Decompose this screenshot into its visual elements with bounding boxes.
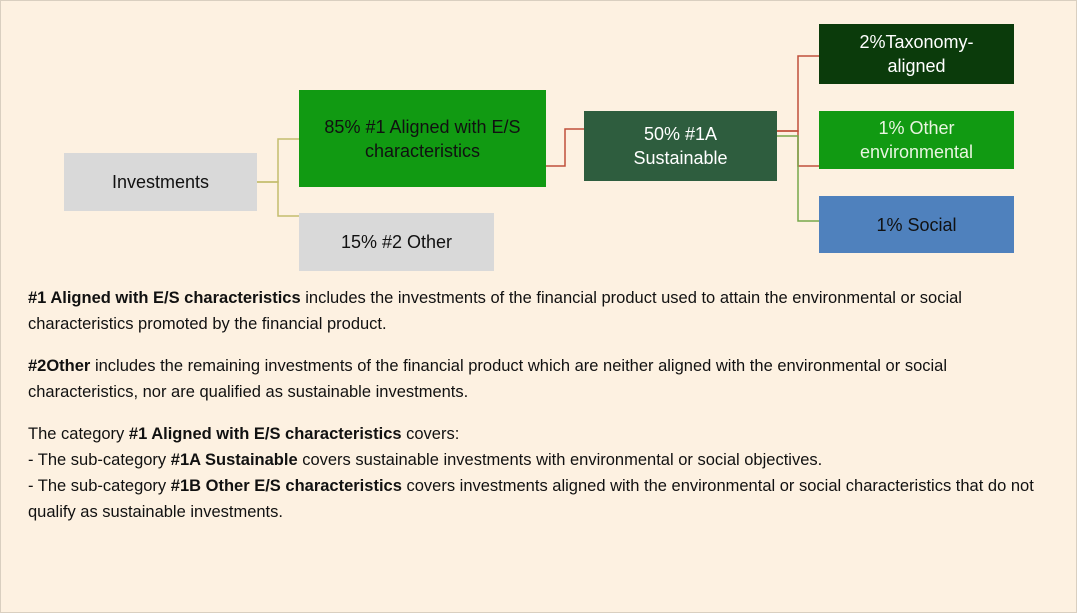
node: 1% Other environmental — [819, 111, 1014, 169]
paragraph: #1 Aligned with E/S characteristics incl… — [28, 285, 1048, 337]
connector — [257, 138, 299, 183]
paragraph-line: - The sub-category #1A Sustainable cover… — [28, 447, 1048, 473]
paragraph: The category #1 Aligned with E/S charact… — [28, 421, 1048, 525]
node: 1% Social — [819, 196, 1014, 253]
bold-text: #1 Aligned with E/S characteristics — [28, 289, 301, 307]
text: - The sub-category — [28, 451, 171, 469]
text: covers: — [401, 425, 460, 443]
bold-text: #1A Sustainable — [170, 451, 298, 469]
connector — [777, 55, 819, 132]
text: - The sub-category — [28, 477, 171, 495]
text: includes the investments of the financia… — [28, 289, 962, 333]
bold-text: #1B Other E/S characteristics — [170, 477, 402, 495]
connector — [257, 181, 299, 217]
paragraph-line: - The sub-category #1B Other E/S charact… — [28, 473, 1048, 525]
node: 85% #1 Aligned with E/S characteristics — [299, 90, 546, 187]
node: 50% #1A Sustainable — [584, 111, 777, 181]
text: covers sustainable investments with envi… — [297, 451, 823, 469]
text: covers investments aligned with the envi… — [28, 477, 1034, 521]
paragraph: #2Other includes the remaining investmen… — [28, 353, 1048, 405]
bold-text: #1 Aligned with E/S characteristics — [128, 425, 402, 443]
text: The category — [28, 425, 129, 443]
connector — [546, 128, 584, 167]
node: 2%Taxonomy-aligned — [819, 24, 1014, 84]
paragraph-line: The category #1 Aligned with E/S charact… — [28, 421, 1048, 447]
node: Investments — [64, 153, 257, 211]
bold-text: #2Other — [28, 357, 91, 375]
text: includes the remaining investments of th… — [28, 357, 947, 401]
node: 15% #2 Other — [299, 213, 494, 271]
connector — [777, 135, 819, 222]
